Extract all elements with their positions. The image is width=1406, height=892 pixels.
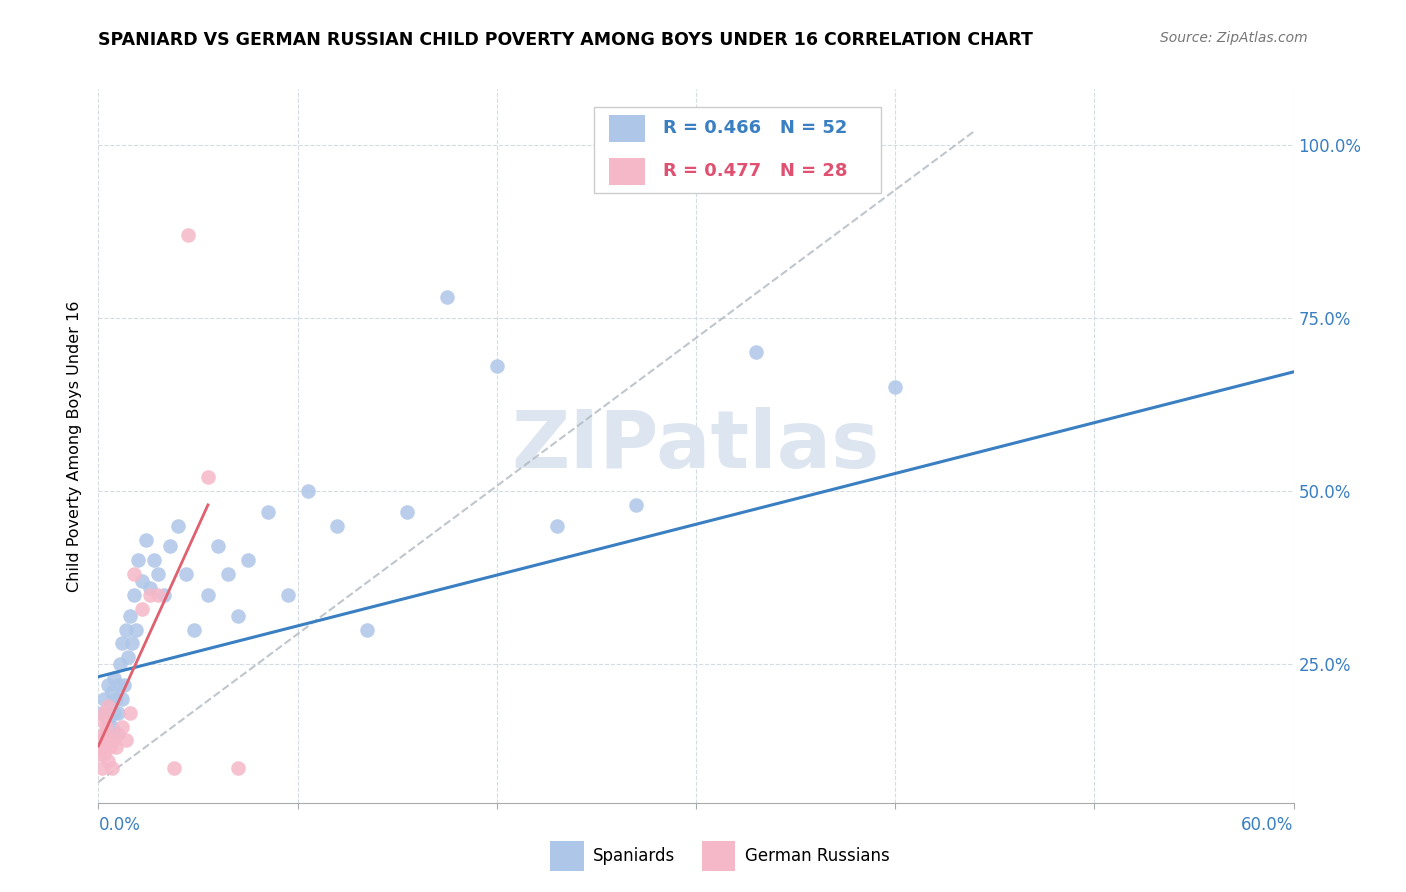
Point [148,588,170,602]
Point [226,608,249,623]
Text: ZIPatlas: ZIPatlas [512,407,880,485]
Point [148,567,170,582]
FancyBboxPatch shape [702,840,735,871]
Point [97,713,120,727]
Point [356,623,378,637]
Text: 60.0%: 60.0% [1241,816,1294,834]
Point [97,698,120,713]
Point [100,698,122,713]
Point [131,602,153,616]
Point [207,540,229,554]
Point [139,588,162,602]
Point [884,380,907,394]
Text: R = 0.477   N = 28: R = 0.477 N = 28 [662,162,846,180]
Point [120,608,142,623]
Point [107,706,129,720]
Point [120,706,142,720]
Point [103,671,125,685]
Point [97,678,120,692]
Point [112,678,135,692]
Point [124,588,146,602]
Point [256,505,278,519]
Point [163,761,186,775]
Y-axis label: Child Poverty Among Boys Under 16: Child Poverty Among Boys Under 16 [67,301,83,591]
Point [100,740,122,755]
Point [135,533,157,547]
Point [97,754,120,768]
Point [105,726,128,740]
Point [139,581,162,595]
Point [96,720,118,734]
FancyBboxPatch shape [595,107,882,193]
Point [93,726,115,740]
Point [124,567,146,582]
Point [121,636,143,650]
Point [159,540,181,554]
Point [745,345,768,359]
Point [91,761,114,775]
Point [226,761,249,775]
FancyBboxPatch shape [609,115,644,142]
Point [115,623,138,637]
Point [326,518,349,533]
Point [626,498,648,512]
FancyBboxPatch shape [550,840,583,871]
Point [107,678,129,692]
Point [131,574,153,588]
Point [236,553,259,567]
Text: Spaniards: Spaniards [593,847,675,864]
Point [91,713,114,727]
Point [174,567,197,582]
Point [101,761,124,775]
Text: Source: ZipAtlas.com: Source: ZipAtlas.com [1160,31,1308,45]
Point [297,483,319,498]
Point [96,726,118,740]
Point [93,691,115,706]
Point [96,733,118,747]
Point [91,740,114,755]
Point [89,747,111,762]
Point [277,588,299,602]
Point [125,623,148,637]
Point [167,518,190,533]
Point [436,290,458,304]
Point [110,657,132,672]
Point [101,685,124,699]
Point [91,706,114,720]
Point [101,720,124,734]
FancyBboxPatch shape [609,158,644,185]
Point [105,691,128,706]
Point [111,691,134,706]
Point [485,359,508,374]
Point [127,553,149,567]
Point [111,720,134,734]
Point [103,706,125,720]
Text: SPANIARD VS GERMAN RUSSIAN CHILD POVERTY AMONG BOYS UNDER 16 CORRELATION CHART: SPANIARD VS GERMAN RUSSIAN CHILD POVERTY… [98,31,1033,49]
Point [115,733,138,747]
Point [197,470,219,484]
Text: German Russians: German Russians [745,847,890,864]
Text: 0.0%: 0.0% [98,816,141,834]
Point [197,588,219,602]
Point [143,553,166,567]
Point [103,733,125,747]
Point [89,733,111,747]
Point [111,636,134,650]
Text: R = 0.466   N = 52: R = 0.466 N = 52 [662,120,846,137]
Point [153,588,176,602]
Point [107,726,129,740]
Point [546,518,568,533]
Point [183,623,205,637]
Point [93,706,115,720]
Point [217,567,239,582]
Point [396,505,419,519]
Point [93,747,115,762]
Point [117,650,139,665]
Point [177,227,200,242]
Point [105,740,128,755]
